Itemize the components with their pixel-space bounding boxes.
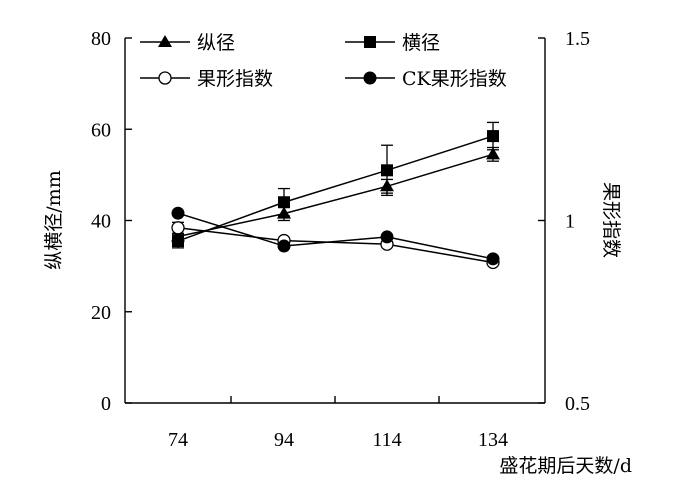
- legend-marker: [158, 71, 172, 85]
- x-tick-label: 94: [274, 429, 294, 451]
- legend-marker: [158, 35, 172, 47]
- legend-item: 横径: [345, 32, 440, 54]
- x-axis-label: 盛花期后天数/d: [499, 455, 632, 477]
- legend-label: 纵径: [197, 32, 235, 54]
- y-axis-label: 纵横径/mm: [43, 170, 65, 269]
- series-2: [172, 121, 499, 249]
- x-tick-label: 114: [372, 429, 401, 451]
- y2-axis-label: 果形指数: [600, 182, 622, 258]
- data-point: [171, 206, 185, 220]
- series-1: [171, 146, 500, 244]
- y-tick-label: 80: [91, 28, 111, 50]
- x-tick-label: 74: [168, 429, 188, 451]
- legend-label: CK果形指数: [402, 68, 507, 90]
- y-tick-label: 40: [91, 211, 111, 233]
- ticks: 0 20 40 60 80 0.5 1 1.5 74 94 114 134: [91, 28, 590, 451]
- series-4: [171, 206, 500, 266]
- legend-label: 横径: [402, 32, 440, 54]
- legend-item: CK果形指数: [345, 68, 507, 90]
- data-point: [278, 196, 290, 209]
- data-point: [486, 147, 500, 160]
- y2-tick-label: 0.5: [565, 393, 590, 415]
- series-line: [177, 227, 494, 264]
- data-point: [172, 235, 184, 248]
- y-tick-label: 0: [101, 393, 111, 415]
- series-line: [177, 212, 494, 260]
- series-layer: [171, 121, 500, 270]
- legend-item: 果形指数: [140, 68, 273, 90]
- legend-item: 纵径: [140, 32, 235, 54]
- legend-marker: [363, 71, 377, 85]
- data-point: [486, 252, 500, 266]
- y2-tick-label: 1.5: [565, 28, 590, 50]
- series-line: [177, 153, 494, 238]
- series-line: [177, 135, 494, 242]
- y-tick-label: 20: [91, 302, 111, 324]
- data-point: [277, 239, 291, 253]
- x-tick-label: 134: [478, 429, 508, 451]
- series-3: [171, 221, 500, 270]
- data-point: [380, 230, 394, 244]
- legend-label: 果形指数: [197, 68, 273, 90]
- data-point: [381, 164, 393, 177]
- y2-tick-label: 1: [565, 211, 575, 233]
- data-point: [171, 221, 185, 235]
- y-tick-label: 60: [91, 119, 111, 141]
- legend-marker: [364, 36, 376, 48]
- axes: [124, 38, 546, 404]
- data-point: [487, 130, 499, 143]
